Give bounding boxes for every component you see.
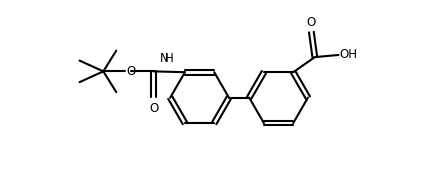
Text: O: O [126, 65, 136, 78]
Text: OH: OH [339, 48, 357, 61]
Text: H: H [165, 52, 174, 65]
Text: O: O [149, 102, 159, 115]
Text: O: O [307, 16, 316, 29]
Text: N: N [160, 52, 169, 65]
